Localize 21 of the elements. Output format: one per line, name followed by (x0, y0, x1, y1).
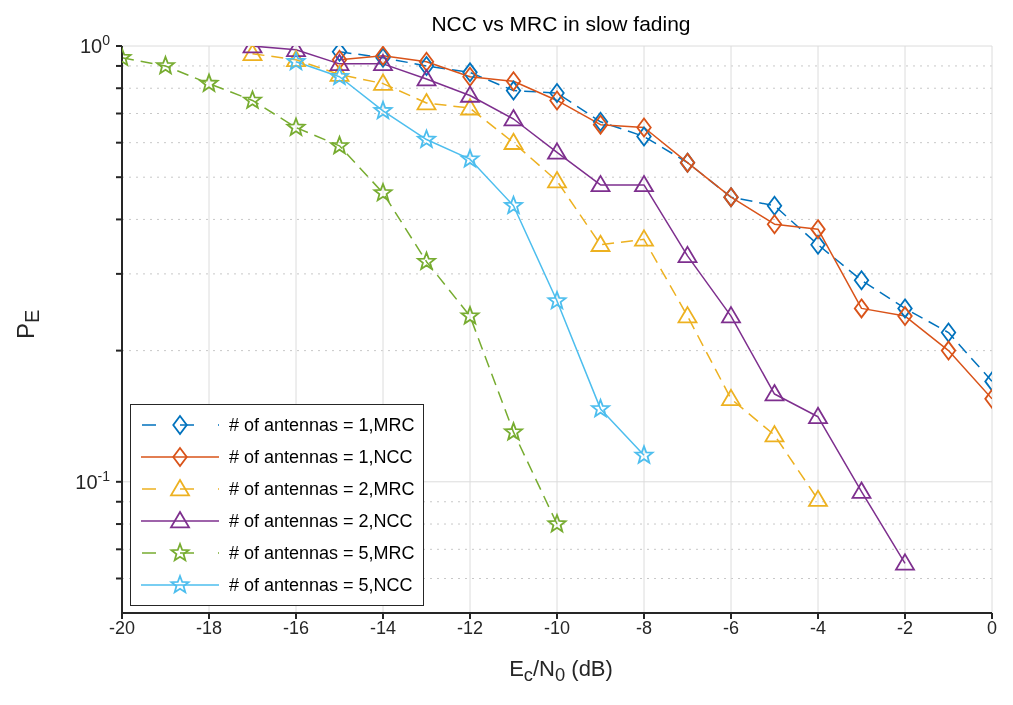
x-tick-label: -18 (195, 617, 223, 638)
y-tick-label: 10$^{0}$ (79, 32, 111, 57)
legend-label: # of antennas = 1,MRC (229, 414, 415, 436)
chart-title: NCC vs MRC in slow fading (430, 12, 692, 36)
x-tick-label: -6 (722, 617, 740, 638)
x-tick-label: -20 (108, 617, 136, 638)
legend-label: # of antennas = 1,NCC (229, 446, 413, 468)
x-tick-label: 0 (986, 617, 998, 638)
x-tick-label: -2 (896, 617, 914, 638)
x-axis-title: E$_{c}$/N$_{0}$ (dB) (508, 656, 614, 687)
legend-label: # of antennas = 2,NCC (229, 510, 413, 532)
legend-label: # of antennas = 5,NCC (229, 574, 413, 596)
legend-label: # of antennas = 5,MRC (229, 542, 415, 564)
x-tick-label: -4 (809, 617, 827, 638)
x-tick-label: -10 (543, 617, 571, 638)
y-tick-label: 10$^{-1}$ (75, 467, 111, 493)
x-tick-label: -14 (369, 617, 397, 638)
legend-label: # of antennas = 2,MRC (229, 478, 415, 500)
x-tick-label: -12 (456, 617, 484, 638)
x-tick-label: -8 (635, 617, 653, 638)
x-tick-label: -16 (282, 617, 310, 638)
